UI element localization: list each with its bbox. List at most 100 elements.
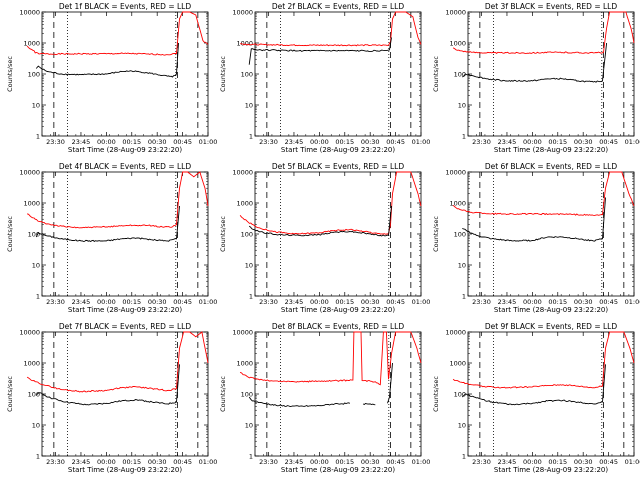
- y-tick-label: 1: [462, 453, 466, 461]
- plot-frame: [467, 11, 635, 137]
- plot-frame: [41, 11, 209, 137]
- x-tick-label: 23:45: [498, 138, 517, 146]
- y-tick-label: 10000: [232, 9, 253, 17]
- x-tick-label: 00:00: [310, 138, 329, 146]
- y-tick-label: 10: [32, 262, 40, 270]
- y-tick-label: 10: [458, 422, 466, 430]
- x-tick-label: 01:00: [412, 458, 431, 466]
- x-tick-label: 01:00: [625, 138, 640, 146]
- x-tick-label: 23:45: [498, 458, 517, 466]
- x-tick-label: 00:30: [361, 138, 380, 146]
- events-series-line: [248, 37, 392, 65]
- x-axis-label: Start Time (28-Aug-09 23:22:20): [68, 466, 182, 474]
- panel-8: Det 8f BLACK = Events, RED = LLD 1 10 100 10…: [219, 322, 430, 474]
- x-tick-label: 00:15: [548, 458, 567, 466]
- x-tick-label: 23:45: [285, 138, 304, 146]
- lld-series-line: [26, 331, 209, 393]
- x-tick-label: 23:45: [72, 298, 91, 306]
- y-axis-label: Counts/sec: [6, 376, 14, 412]
- x-axis-label: Start Time (28-Aug-09 23:22:20): [68, 306, 182, 314]
- y-tick-label: 100: [454, 391, 466, 399]
- x-tick-label: 00:15: [548, 298, 567, 306]
- y-tick-label: 10: [458, 262, 466, 270]
- y-tick-label: 1: [36, 293, 40, 301]
- x-tick-label: 00:30: [574, 298, 593, 306]
- events-series-line: [461, 364, 606, 406]
- plot-frame: [254, 331, 422, 457]
- x-tick-label: 00:45: [173, 458, 192, 466]
- x-tick-label: 00:45: [386, 458, 405, 466]
- x-tick-label: 00:00: [523, 458, 542, 466]
- y-axis-label: Counts/sec: [432, 376, 440, 412]
- x-tick-label: 23:30: [46, 298, 65, 306]
- x-tick-label: 23:45: [498, 298, 517, 306]
- y-tick-label: 1: [462, 133, 466, 141]
- y-tick-label: 10: [32, 422, 40, 430]
- y-tick-label: 10: [458, 102, 466, 110]
- x-axis-label: Start Time (28-Aug-09 23:22:20): [68, 146, 182, 154]
- y-axis-label: Counts/sec: [219, 216, 227, 252]
- lld-series-line: [26, 11, 209, 56]
- y-tick-label: 1: [36, 453, 40, 461]
- x-tick-label: 00:45: [599, 298, 618, 306]
- x-tick-label: 23:45: [285, 458, 304, 466]
- x-tick-label: 00:45: [173, 298, 192, 306]
- x-axis-label: Start Time (28-Aug-09 23:22:20): [281, 306, 395, 314]
- x-tick-label: 23:45: [72, 458, 91, 466]
- lld-series-line: [452, 171, 635, 216]
- y-tick-label: 10000: [445, 329, 466, 337]
- panel-3: Det 3f BLACK = Events, RED = LLD 1 10 100 10…: [432, 2, 640, 154]
- y-axis-label: Counts/sec: [219, 376, 227, 412]
- chart-title: Det 5f BLACK = Events, RED = LLD: [272, 162, 405, 171]
- events-series-line: [35, 42, 179, 78]
- y-axis-label: Counts/sec: [432, 56, 440, 92]
- x-tick-label: 00:00: [310, 458, 329, 466]
- y-tick-label: 1000: [23, 200, 40, 208]
- y-axis-label: Counts/sec: [6, 216, 14, 252]
- x-tick-label: 00:00: [310, 298, 329, 306]
- x-axis-label: Start Time (28-Aug-09 23:22:20): [494, 146, 608, 154]
- x-tick-label: 00:30: [148, 298, 167, 306]
- events-series-line: [35, 205, 180, 243]
- y-tick-label: 10000: [19, 329, 40, 337]
- y-tick-label: 10000: [445, 169, 466, 177]
- y-tick-label: 100: [241, 391, 253, 399]
- y-axis-label: Counts/sec: [219, 56, 227, 92]
- y-tick-label: 1000: [449, 40, 466, 48]
- x-tick-label: 00:15: [548, 138, 567, 146]
- x-tick-label: 00:00: [97, 138, 116, 146]
- panel-4: Det 4f BLACK = Events, RED = LLD 1 10 100 10…: [6, 162, 217, 314]
- y-tick-label: 100: [28, 71, 40, 79]
- x-tick-label: 00:30: [148, 458, 167, 466]
- y-tick-label: 100: [241, 71, 253, 79]
- x-tick-label: 00:45: [599, 138, 618, 146]
- y-tick-label: 1000: [23, 360, 40, 368]
- x-axis-label: Start Time (28-Aug-09 23:22:20): [494, 306, 608, 314]
- y-tick-label: 1000: [236, 40, 253, 48]
- x-tick-label: 00:15: [122, 138, 141, 146]
- x-tick-label: 23:30: [46, 458, 65, 466]
- lld-series-line: [239, 171, 422, 235]
- y-tick-label: 1000: [449, 200, 466, 208]
- y-tick-label: 10000: [232, 329, 253, 337]
- x-tick-label: 00:15: [122, 458, 141, 466]
- y-tick-label: 1000: [23, 40, 40, 48]
- chart-title: Det 8f BLACK = Events, RED = LLD: [272, 322, 405, 331]
- x-tick-label: 01:00: [199, 138, 218, 146]
- x-tick-label: 00:45: [599, 458, 618, 466]
- x-tick-label: 00:45: [173, 138, 192, 146]
- y-tick-label: 1: [462, 293, 466, 301]
- lld-series-line: [452, 331, 635, 389]
- x-tick-label: 01:00: [625, 298, 640, 306]
- x-tick-label: 00:45: [386, 298, 405, 306]
- events-series-line: [461, 42, 608, 83]
- x-tick-label: 00:30: [574, 458, 593, 466]
- y-tick-label: 1: [249, 453, 253, 461]
- x-tick-label: 00:00: [97, 458, 116, 466]
- x-tick-label: 23:30: [46, 138, 65, 146]
- x-tick-label: 23:30: [472, 298, 491, 306]
- events-series-line: [248, 205, 392, 237]
- y-tick-label: 10: [32, 102, 40, 110]
- y-tick-label: 1: [36, 133, 40, 141]
- chart-title: Det 4f BLACK = Events, RED = LLD: [59, 162, 192, 171]
